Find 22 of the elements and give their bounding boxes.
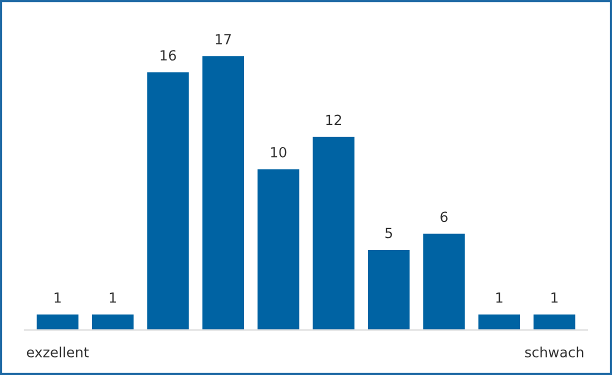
data-label: 10 (271, 146, 286, 158)
data-label: 12 (326, 114, 342, 125)
data-label: 1 (552, 292, 558, 303)
bar (146, 70, 190, 330)
bar (532, 313, 577, 330)
data-label: 6 (440, 212, 448, 222)
bar (476, 313, 522, 330)
bar (422, 232, 466, 330)
x-tick-label: exzellent (26, 346, 89, 358)
bar (311, 136, 356, 330)
bar (35, 313, 80, 330)
data-label: 1 (54, 292, 61, 303)
data-label: 16 (160, 50, 176, 61)
data-label: 1 (496, 292, 502, 303)
data-label: 1 (110, 292, 116, 303)
bar (200, 54, 246, 330)
x-tick-label: schwach (525, 346, 584, 358)
bar (90, 313, 136, 330)
data-label: 17 (216, 34, 231, 44)
data-label: 5 (385, 228, 392, 238)
bar (366, 248, 412, 330)
bar (256, 168, 301, 330)
